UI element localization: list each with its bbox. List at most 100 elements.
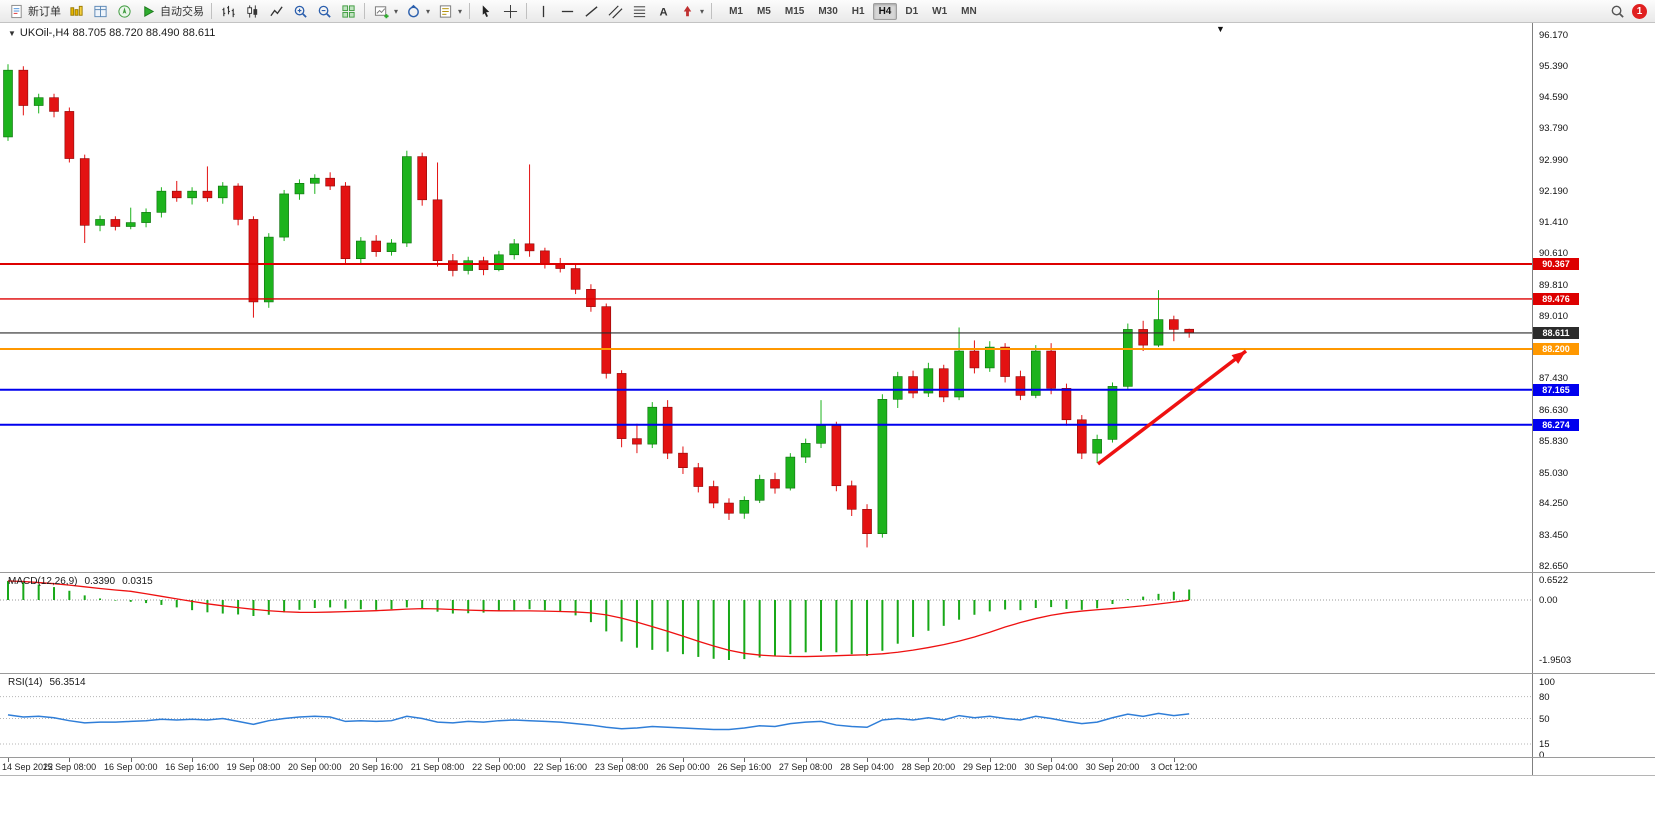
price-tick-86.630: 86.630 [1539, 404, 1569, 416]
time-label: 20 Sep 16:00 [349, 762, 403, 772]
macd-tick--1.9503: -1.9503 [1539, 655, 1572, 666]
horizontal-line-button[interactable] [555, 1, 579, 21]
data-window-button[interactable] [88, 1, 112, 21]
time-tick [989, 758, 991, 762]
timeframe-m1-button[interactable]: M1 [729, 5, 743, 17]
autotrading-button[interactable]: 自动交易 [136, 1, 207, 21]
time-label: 23 Sep 08:00 [594, 762, 649, 772]
time-label: 15 Sep 08:00 [42, 762, 97, 772]
line-chart-button[interactable] [264, 1, 288, 21]
zoom-out-button[interactable] [312, 1, 336, 21]
macd-tick-0.6522: 0.6522 [1539, 574, 1569, 586]
price-tick-89.810: 89.810 [1539, 279, 1569, 291]
chart-shift-marker[interactable]: ▼ [1216, 24, 1225, 34]
trend-arrow[interactable] [1096, 349, 1248, 466]
cursor-button[interactable] [474, 1, 498, 21]
timeframe-m30-button[interactable]: M30 [818, 5, 838, 17]
text-button[interactable]: A [651, 1, 675, 21]
time-tick [8, 758, 9, 762]
dropdown-arrow-icon[interactable]: ▾ [700, 6, 705, 16]
text-icon: A [654, 3, 672, 20]
price-pane[interactable] [0, 23, 1532, 572]
candlestick-chart-button[interactable] [240, 1, 264, 21]
price-tick-96.170: 96.170 [1539, 30, 1569, 41]
timeframe-mn-button[interactable]: MN [961, 5, 977, 17]
price-tick-94.590: 94.590 [1539, 92, 1569, 104]
time-label: 22 Sep 16:00 [533, 762, 588, 772]
pane-separator[interactable] [0, 673, 1655, 674]
time-label: 21 Sep 08:00 [410, 762, 465, 772]
tile-windows-button[interactable] [336, 1, 360, 21]
profiles-icon [404, 3, 422, 20]
fibonacci-button[interactable] [627, 1, 651, 21]
vertical-line-button[interactable] [531, 1, 555, 21]
price-tick-87.430: 87.430 [1539, 373, 1569, 385]
dropdown-arrow-icon[interactable]: ▾ [426, 6, 431, 16]
time-axis[interactable]: 14 Sep 2022 15 Sep 08:00 16 Sep 00:00 16 Se… [0, 758, 1532, 775]
toolbar-right: 1 [1608, 3, 1651, 20]
time-label: 27 Sep 08:00 [778, 762, 833, 772]
search-icon[interactable] [1608, 3, 1626, 20]
price-tick-89.010: 89.010 [1539, 311, 1569, 323]
crosshair-icon [501, 3, 519, 20]
price-axis[interactable]: 96.170 95.390 94.590 93.790 92.990 92.190 91.4… [1532, 23, 1655, 775]
dropdown-arrow-icon[interactable]: ▾ [458, 6, 463, 16]
profiles-button[interactable]: ▾ [401, 1, 433, 21]
price-badge-87.165: 87.165 [1533, 383, 1579, 396]
arrows-icon [678, 3, 696, 20]
timeframe-d1-button[interactable]: D1 [905, 5, 919, 17]
trendline-button[interactable] [579, 1, 603, 21]
rsi-name: RSI(14) [8, 677, 43, 688]
time-label: 19 Sep 08:00 [226, 762, 281, 772]
time-tick [1173, 758, 1175, 762]
price-badge-88.200: 88.200 [1533, 343, 1579, 356]
time-tick [560, 758, 562, 762]
arrow-objects-button[interactable]: ▾ [675, 1, 707, 21]
bar-chart-button[interactable] [216, 1, 240, 21]
new-order-button[interactable]: 新订单 [4, 1, 64, 21]
pane-separator[interactable] [0, 572, 1655, 573]
time-label: 16 Sep 00:00 [103, 762, 158, 772]
timeframe-m15-button[interactable]: M15 [784, 5, 805, 17]
rsi-tick-100: 100 [1539, 677, 1555, 688]
timeframe-m5-button[interactable]: M5 [756, 5, 771, 17]
time-tick [69, 758, 71, 762]
timeframe-h4-button[interactable]: H4 [872, 2, 898, 20]
timeframe-w1-button[interactable]: W1 [932, 5, 948, 17]
market-watch-button[interactable] [64, 1, 88, 21]
navigator-icon [115, 3, 133, 20]
macd-pane[interactable] [0, 573, 1532, 673]
time-label: 3 Oct 12:00 [1150, 762, 1198, 772]
price-tick-92.990: 92.990 [1539, 154, 1569, 166]
chart-title-text: UKOil-,H4 88.705 88.720 88.490 88.611 [19, 27, 216, 39]
data-window-icon [91, 3, 109, 20]
crosshair-button[interactable] [498, 1, 522, 21]
autotrading-icon [139, 3, 157, 20]
timeframe-h1-button[interactable]: H1 [851, 5, 865, 17]
zoom-in-button[interactable] [288, 1, 312, 21]
new-chart-button[interactable]: ▾ [369, 1, 401, 21]
trendline-icon [582, 3, 600, 20]
dropdown-arrow-icon[interactable]: ▾ [394, 6, 399, 16]
equidistant-channel-button[interactable] [603, 1, 627, 21]
macd-signal-line [7, 580, 1190, 658]
time-label: 26 Sep 00:00 [656, 762, 710, 772]
one-click-trading-arrow[interactable]: ▼ [8, 28, 16, 38]
timeframe-toolbar: M1 M5 M15 M30 H1 H4 D1 W1 MN [722, 2, 984, 20]
price-tick-83.450: 83.450 [1539, 529, 1569, 541]
time-tick [928, 758, 930, 762]
candlestick-icon [243, 3, 261, 20]
horizontal-line-icon [558, 3, 576, 20]
svg-text:A: A [659, 6, 667, 18]
price-tick-85.030: 85.030 [1539, 467, 1569, 479]
time-tick [1051, 758, 1053, 762]
notification-badge[interactable]: 1 [1632, 3, 1647, 19]
trend-arrow-head[interactable] [1231, 351, 1246, 364]
navigator-button[interactable] [112, 1, 136, 21]
templates-button[interactable]: ▾ [433, 1, 465, 21]
price-badge-86.274: 86.274 [1533, 418, 1579, 431]
price-badge-88.611: 88.611 [1533, 326, 1579, 339]
rsi-label: RSI(14) 56.3514 [8, 677, 86, 688]
rsi-pane[interactable] [0, 674, 1532, 757]
